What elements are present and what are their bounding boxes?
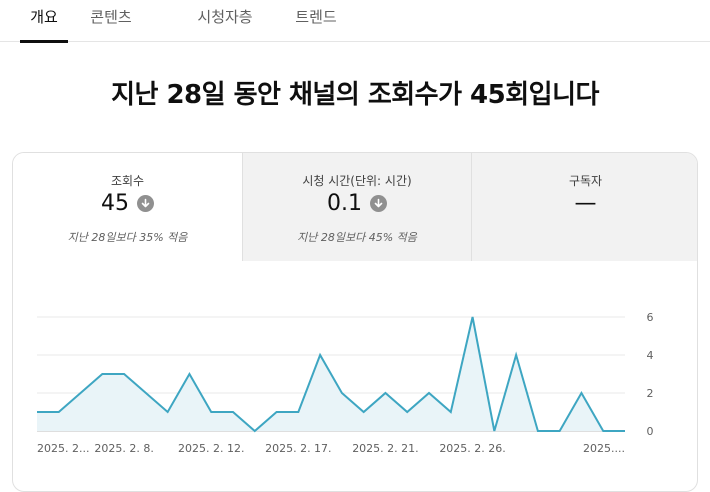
metric-tab-watch-time[interactable]: 시청 시간(단위: 시간) 0.1 지난 28일보다 45% 적음 — [242, 153, 471, 261]
tab-content[interactable]: 콘텐츠 — [90, 8, 132, 26]
metrics-card: 조회수 45 지난 28일보다 35% 적음 시청 시간(단위: 시간) 0.1… — [12, 152, 698, 492]
metric-value: — — [574, 191, 597, 216]
metric-label: 구독자 — [568, 174, 603, 188]
x-tick-label: 2025. 2... — [37, 442, 89, 455]
x-tick-label: 2025. 2. 17. — [265, 442, 331, 455]
x-tick-label: 2025.... — [583, 442, 625, 455]
metric-comparison: 지난 28일보다 35% 적음 — [67, 231, 188, 244]
metric-comparison: 지난 28일보다 45% 적음 — [297, 231, 417, 244]
metric-label: 조회수 — [110, 174, 145, 188]
arrow-down-circle-icon — [370, 195, 387, 212]
y-tick-label: 4 — [647, 349, 654, 362]
tab-trends[interactable]: 트렌드 — [295, 8, 337, 26]
page-headline: 지난 28일 동안 채널의 조회수가 45회입니다 — [111, 80, 599, 110]
series-line — [37, 316, 625, 433]
views-chart: 0 2 4 6 2025. 2... 2025. 2. 8. 2025. 2. 12. 202… — [37, 311, 654, 455]
metric-value: 0.1 — [327, 191, 362, 216]
arrow-down-circle-icon — [137, 195, 154, 212]
metric-value: 45 — [101, 191, 129, 216]
tab-audience[interactable]: 시청자층 — [197, 8, 253, 26]
x-tick-label: 2025. 2. 8. — [94, 442, 153, 455]
metric-tab-views[interactable]: 조회수 45 지난 28일보다 35% 적음 — [13, 153, 242, 261]
y-tick-label: 0 — [647, 425, 654, 438]
y-tick-label: 6 — [647, 311, 654, 324]
metric-tab-subscribers[interactable]: 구독자 — — [471, 153, 697, 261]
x-tick-label: 2025. 2. 26. — [439, 442, 505, 455]
tab-overview[interactable]: 개요 — [20, 0, 68, 43]
y-tick-label: 2 — [647, 387, 654, 400]
x-tick-label: 2025. 2. 12. — [178, 442, 244, 455]
tab-bar: 개요 콘텐츠 시청자층 트렌드 — [0, 0, 710, 43]
metric-label: 시청 시간(단위: 시간) — [302, 174, 412, 188]
x-tick-label: 2025. 2. 21. — [352, 442, 418, 455]
metrics-row: 조회수 45 지난 28일보다 35% 적음 시청 시간(단위: 시간) 0.1… — [13, 153, 697, 261]
